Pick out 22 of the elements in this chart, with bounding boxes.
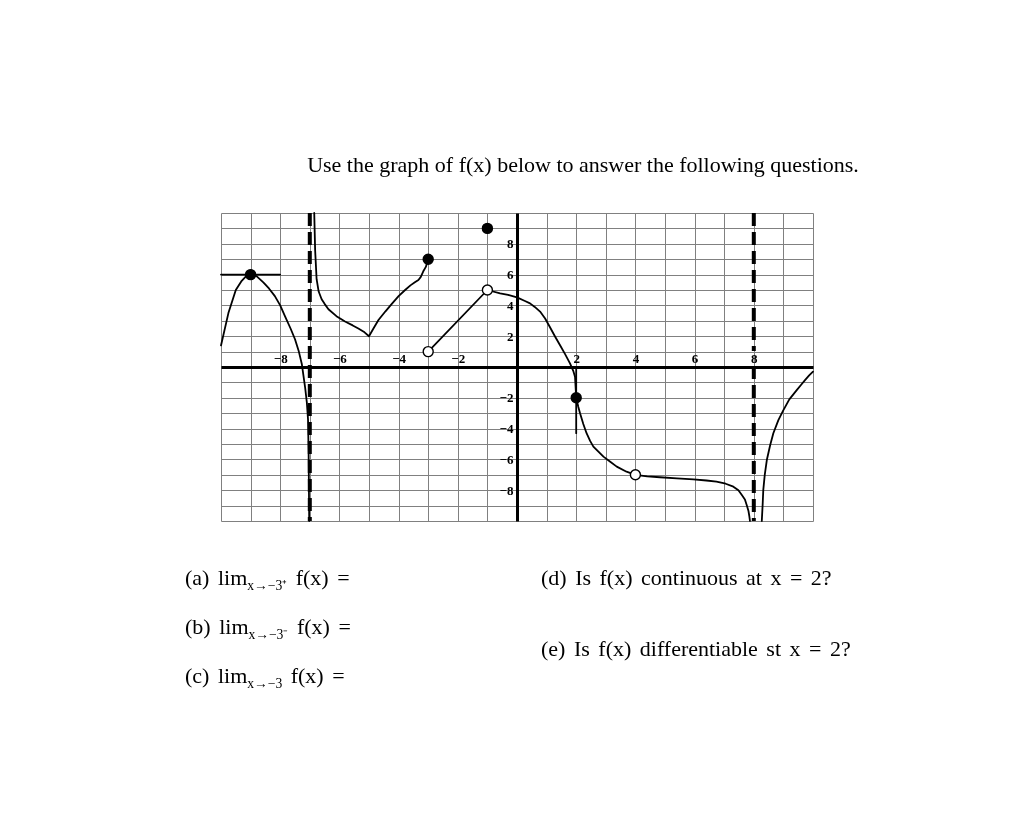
y-tick-label: −8: [499, 482, 514, 498]
x-tick-label: −8: [273, 350, 289, 366]
text: (c) lim$_{x→−3}$ f(x) =: [185, 663, 346, 691]
text: (d) Is f(x) continuous at x = 2?: [541, 565, 833, 590]
y-tick-label: 6: [507, 267, 514, 283]
x-tick-label: 8: [751, 350, 759, 366]
x-tick-label: −4: [392, 350, 407, 366]
text: (a) lim$_{x→−3⁺}$ f(x) =: [185, 565, 351, 593]
x-tick-label: −2: [451, 350, 466, 366]
x-tick-label: 6: [691, 350, 699, 366]
y-tick-label: 8: [507, 236, 514, 252]
x-tick-label: −6: [332, 350, 348, 366]
text: (b) lim$_{x→−3⁻}$ f(x) =: [185, 614, 351, 642]
text: (e) Is f(x) differentiable st x = 2?: [541, 636, 851, 661]
x-tick-label: 2: [573, 350, 580, 366]
y-tick-label: −6: [499, 451, 514, 467]
y-tick-label: 4: [507, 297, 514, 313]
x-tick-label: 4: [632, 350, 640, 366]
chart-title: Use the graph of f(x) below to answer the following questions.: [307, 152, 859, 177]
y-tick-label: −4: [499, 421, 514, 437]
y-tick-label: −2: [499, 390, 514, 406]
y-tick-label: 2: [507, 328, 514, 344]
